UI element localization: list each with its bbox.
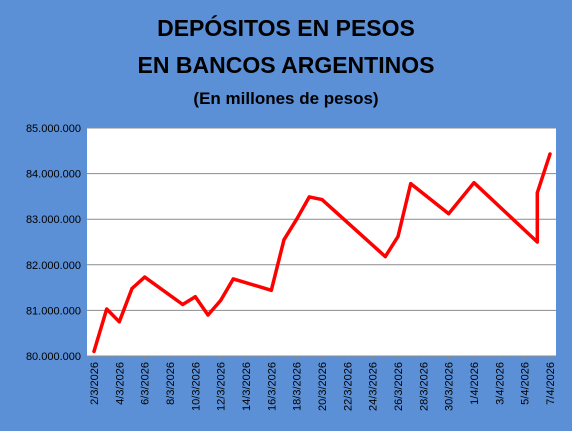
data-point bbox=[231, 277, 235, 281]
x-tick-label: 3/4/2026 bbox=[494, 362, 506, 405]
data-point bbox=[92, 349, 96, 353]
x-tick-label: 20/3/2026 bbox=[317, 362, 329, 411]
x-tick-label: 6/3/2026 bbox=[140, 362, 152, 405]
chart-subtitle: (En millones de pesos) bbox=[193, 89, 378, 108]
data-point bbox=[535, 240, 539, 244]
gridlines bbox=[87, 127, 556, 357]
data-point bbox=[447, 212, 451, 216]
data-point bbox=[295, 217, 299, 221]
x-tick-label: 28/3/2026 bbox=[418, 362, 430, 411]
data-point bbox=[535, 191, 539, 195]
data-point bbox=[548, 152, 552, 156]
y-tick-label: 80.000.000 bbox=[26, 351, 81, 363]
data-point bbox=[396, 234, 400, 239]
plot-area bbox=[87, 128, 556, 356]
data-point bbox=[409, 182, 413, 186]
data-point bbox=[206, 313, 210, 317]
series-layer bbox=[92, 152, 552, 354]
data-point bbox=[130, 286, 134, 291]
x-tick-label: 26/3/2026 bbox=[393, 362, 405, 411]
data-point bbox=[143, 275, 147, 279]
x-tick-label: 16/3/2026 bbox=[266, 362, 278, 411]
x-tick-label: 24/3/2026 bbox=[368, 362, 380, 411]
x-tick-label: 14/3/2026 bbox=[241, 362, 253, 411]
data-point bbox=[193, 295, 197, 299]
data-point bbox=[117, 320, 121, 324]
y-tick-label: 84.000.000 bbox=[26, 169, 81, 181]
x-tick-label: 22/3/2026 bbox=[342, 362, 354, 411]
y-tick-label: 82.000.000 bbox=[26, 260, 81, 272]
data-point bbox=[269, 288, 273, 292]
y-axis-tick-labels: 80.000.000 81.000.000 82.000.000 83.000.000… bbox=[26, 123, 81, 363]
data-point bbox=[282, 238, 286, 242]
x-tick-label: 4/3/2026 bbox=[114, 362, 126, 405]
data-point bbox=[105, 307, 109, 311]
chart-title-line-2: EN BANCOS ARGENTINOS bbox=[138, 52, 435, 78]
x-tick-label: 12/3/2026 bbox=[216, 362, 228, 411]
y-tick-label: 85.000.000 bbox=[26, 123, 81, 135]
x-tick-label: 5/4/2026 bbox=[520, 362, 532, 405]
data-point bbox=[219, 298, 223, 302]
y-tick-label: 83.000.000 bbox=[26, 214, 81, 226]
data-point bbox=[307, 195, 311, 199]
y-tick-label: 81.000.000 bbox=[26, 305, 81, 317]
x-tick-label: 2/3/2026 bbox=[89, 362, 101, 405]
x-tick-label: 8/3/2026 bbox=[165, 362, 177, 405]
x-tick-label: 1/4/2026 bbox=[469, 362, 481, 405]
data-point bbox=[181, 302, 185, 307]
chart-title-line-1: DEPÓSITOS EN PESOS bbox=[157, 14, 415, 41]
x-tick-label: 10/3/2026 bbox=[190, 362, 202, 411]
data-point bbox=[383, 255, 387, 259]
x-axis-tick-labels: 2/3/2026 4/3/2026 6/3/2026 8/3/2026 10/3/202… bbox=[89, 356, 557, 411]
data-point bbox=[472, 181, 476, 185]
x-tick-label: 18/3/2026 bbox=[292, 362, 304, 411]
x-tick-label: 7/4/2026 bbox=[545, 362, 557, 405]
x-tick-label: 30/3/2026 bbox=[444, 362, 456, 411]
data-point bbox=[320, 198, 324, 202]
